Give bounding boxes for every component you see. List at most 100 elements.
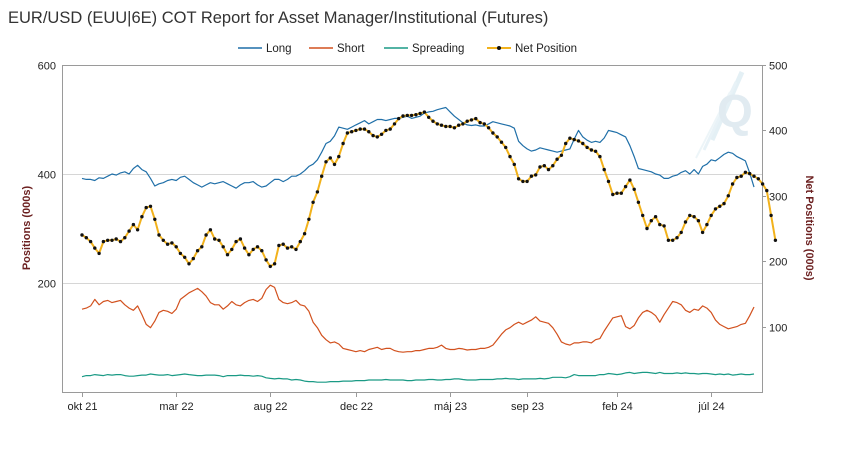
net-position-point bbox=[534, 173, 538, 177]
net-position-point bbox=[187, 262, 191, 266]
net-position-point bbox=[255, 245, 260, 249]
net-position-point bbox=[217, 238, 221, 242]
net-position-point bbox=[161, 238, 165, 242]
net-position-point bbox=[658, 222, 662, 227]
net-position-point bbox=[200, 245, 204, 249]
net-position-point bbox=[718, 204, 722, 208]
plot-frame bbox=[62, 65, 763, 393]
legend-label: Long bbox=[266, 43, 292, 55]
net-position-point bbox=[307, 217, 311, 221]
net-position-point bbox=[602, 167, 606, 172]
net-position-point bbox=[388, 127, 392, 131]
series-line-long bbox=[81, 106, 755, 189]
net-position-point bbox=[482, 122, 486, 126]
net-position-point bbox=[191, 256, 195, 261]
legend-label: Short bbox=[337, 43, 365, 55]
net-position-point bbox=[281, 242, 285, 246]
series-line-spreading bbox=[81, 371, 755, 383]
net-position-point bbox=[302, 232, 307, 236]
net-position-point bbox=[225, 253, 230, 257]
net-position-point bbox=[713, 207, 718, 211]
net-position-point bbox=[328, 156, 332, 160]
net-position-point bbox=[653, 215, 658, 219]
net-position-point bbox=[529, 174, 534, 178]
net-position-point bbox=[748, 171, 752, 176]
net-position-point bbox=[178, 251, 183, 256]
net-position-point bbox=[251, 247, 255, 252]
series-lines bbox=[81, 106, 777, 383]
net-position-point bbox=[140, 215, 144, 219]
legend: Long Short Spreading Net Position bbox=[238, 43, 577, 55]
net-position-point bbox=[538, 165, 542, 169]
net-position-point bbox=[384, 128, 388, 133]
net-position-point bbox=[439, 123, 444, 127]
net-position-point bbox=[739, 174, 743, 178]
net-position-point bbox=[474, 116, 478, 121]
net-position-point bbox=[409, 113, 414, 118]
net-position-point bbox=[290, 245, 294, 249]
net-position-point bbox=[362, 127, 367, 131]
net-position-point bbox=[260, 249, 264, 253]
series-line-net-position bbox=[81, 111, 777, 268]
net-position-point bbox=[414, 113, 418, 117]
legend-label: Net Position bbox=[515, 43, 577, 55]
net-position-point bbox=[499, 140, 504, 144]
net-position-point bbox=[628, 178, 632, 182]
net-position-point bbox=[516, 177, 521, 181]
net-position-point bbox=[572, 137, 576, 142]
net-position-point bbox=[435, 122, 439, 126]
net-position-point bbox=[324, 160, 328, 164]
net-position-point bbox=[110, 238, 114, 242]
net-position-point bbox=[84, 236, 89, 240]
net-position-point bbox=[726, 194, 730, 198]
legend-marker bbox=[497, 46, 501, 50]
net-position-point bbox=[337, 154, 341, 159]
net-position-point bbox=[174, 245, 178, 249]
net-position-point bbox=[598, 154, 602, 159]
net-position-point bbox=[422, 110, 427, 114]
net-position-point bbox=[397, 116, 401, 121]
net-position-point bbox=[157, 233, 161, 237]
x-tick-label: feb 24 bbox=[602, 401, 633, 413]
net-position-point bbox=[649, 219, 653, 223]
net-position-point bbox=[298, 239, 302, 244]
net-position-point bbox=[311, 200, 315, 204]
x-tick-label: mar 22 bbox=[159, 401, 193, 413]
net-position-point bbox=[268, 264, 272, 269]
net-position-point bbox=[576, 139, 581, 143]
net-position-point bbox=[645, 226, 649, 231]
net-position-point bbox=[418, 111, 422, 116]
chart-title: EUR/USD (EUU|6E) COT Report for Asset Ma… bbox=[8, 9, 549, 27]
net-position-point bbox=[88, 239, 93, 244]
net-position-point bbox=[461, 122, 465, 126]
x-tick-label: dec 22 bbox=[340, 401, 373, 413]
net-position-point bbox=[756, 177, 760, 181]
net-position-point bbox=[183, 255, 187, 259]
net-position-point bbox=[611, 192, 615, 197]
net-position-point bbox=[405, 113, 409, 118]
net-position-point bbox=[375, 135, 379, 139]
net-position-point bbox=[662, 224, 666, 228]
net-position-point bbox=[564, 141, 568, 146]
net-position-point bbox=[683, 220, 688, 224]
net-position-point bbox=[285, 246, 290, 250]
right-axis-label: Net Positions (000s) bbox=[803, 175, 815, 280]
right-tick-label: 200 bbox=[769, 257, 787, 269]
legend-label: Spreading bbox=[412, 43, 464, 55]
net-position-markers bbox=[80, 110, 778, 269]
net-position-point bbox=[542, 164, 546, 168]
net-position-point bbox=[444, 124, 448, 129]
net-position-point bbox=[277, 243, 281, 248]
net-position-point bbox=[769, 213, 773, 218]
net-position-point bbox=[508, 154, 512, 159]
net-position-point bbox=[666, 238, 671, 242]
net-position-point bbox=[606, 179, 611, 184]
net-position-point bbox=[551, 164, 555, 168]
net-position-point bbox=[350, 130, 354, 134]
net-position-point bbox=[204, 233, 208, 237]
net-position-point bbox=[773, 238, 778, 242]
net-position-point bbox=[730, 182, 735, 186]
right-tick-label: 500 bbox=[769, 61, 787, 73]
net-position-point bbox=[593, 149, 598, 153]
